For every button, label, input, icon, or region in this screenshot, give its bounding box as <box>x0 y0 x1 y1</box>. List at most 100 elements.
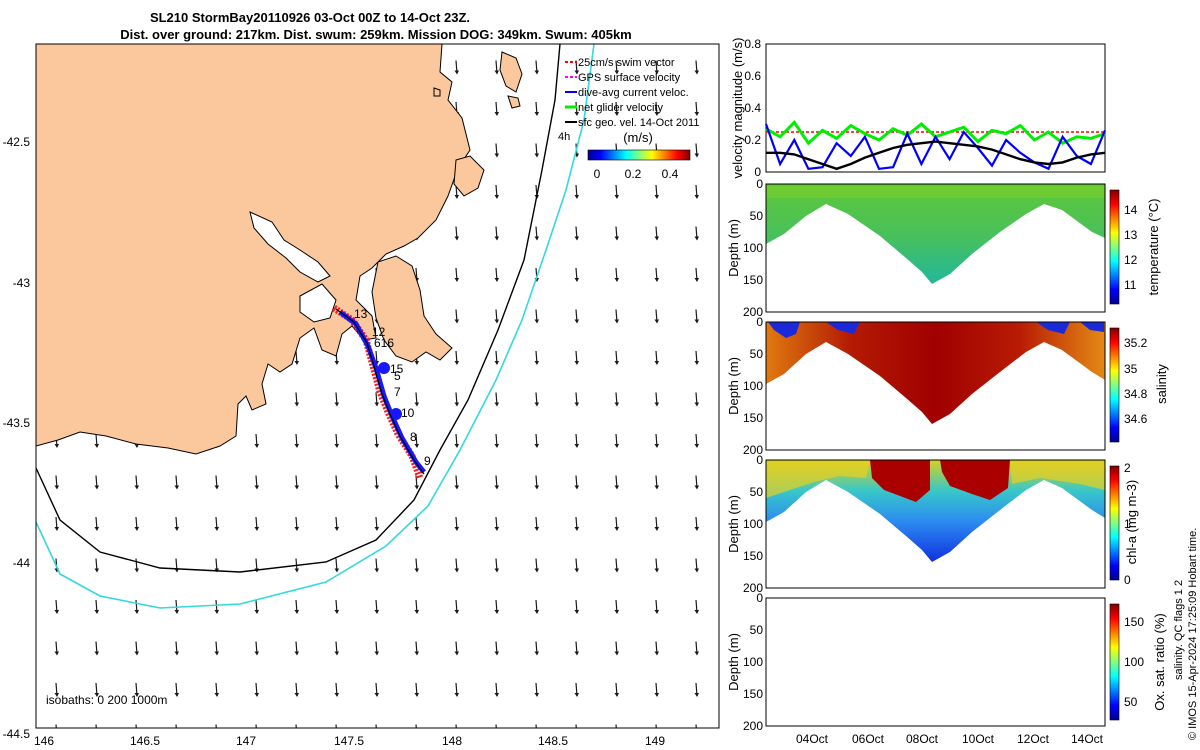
chla-ytick: 100 <box>743 517 763 531</box>
velocity-ylabel: velocity magnitude (m/s) <box>730 38 745 179</box>
legend-label: net glider velocity <box>578 102 663 114</box>
chla-panel: 0 1 2 chl-a (mg m-3) 0 50 100 150 200 De… <box>726 453 1139 595</box>
salinity-panel: 34.6 34.8 35 35.2 salinity 0 50 100 150 … <box>726 315 1169 457</box>
map-panel: 13 12 616 15 5 7 10 8 9 146 146.5 147 14… <box>3 43 720 748</box>
sal-ytick: 100 <box>743 379 763 393</box>
storm-bay <box>299 283 337 323</box>
oxy-ytick: 150 <box>743 687 763 701</box>
time-xticks: 04Oct 06Oct 08Oct 10Oct 12Oct 14Oct <box>796 732 1104 746</box>
chla-bloom <box>870 460 1010 502</box>
temperature-panel: 11 12 13 14 temperature (°C) 0 50 100 15… <box>726 177 1161 319</box>
oxygen-clabel: Ox. sat. ratio (%) <box>1152 613 1167 711</box>
speed-colorbar <box>587 149 691 161</box>
series-dive-avg-current <box>764 123 1107 171</box>
salinity-ctick: 34.8 <box>1124 387 1148 401</box>
lon-tick: 146 <box>34 734 54 748</box>
chla-colorbar <box>1109 465 1120 581</box>
salinity-fresh-patches <box>768 322 1104 338</box>
temp-ytick: 0 <box>756 177 763 191</box>
vel-ytick: 0.2 <box>744 133 761 147</box>
vel-ytick: 0.8 <box>744 37 761 51</box>
time-xtick: 06Oct <box>852 732 885 746</box>
track-label: 8 <box>410 430 417 444</box>
isobath-1000m <box>36 44 595 609</box>
track-black-line <box>335 308 425 475</box>
salinity-ctick: 34.6 <box>1124 412 1148 426</box>
temperature-ctick: 14 <box>1124 203 1138 217</box>
track-label: 7 <box>394 385 401 399</box>
temperature-clabel: temperature (°C) <box>1146 199 1161 296</box>
map-lat-ticks: -42.5 -43 -43.5 -44 -44.5 <box>3 135 31 741</box>
chla-ytick: 200 <box>743 581 763 595</box>
land-tasman-peninsula <box>371 255 453 363</box>
chla-ctick: 0 <box>1124 573 1131 587</box>
temperature-section <box>766 184 1105 284</box>
salinity-section <box>766 322 1105 424</box>
salinity-colorbar <box>1109 327 1120 443</box>
sal-ytick: 200 <box>743 443 763 457</box>
time-xtick: 14Oct <box>1071 732 1104 746</box>
lon-tick: 148 <box>442 734 462 748</box>
isobath-200m <box>36 44 561 573</box>
track-label: 9 <box>424 454 431 468</box>
title-line-2: Dist. over ground: 217km. Dist. swum: 25… <box>120 27 632 42</box>
chla-subsurface <box>766 462 1105 498</box>
time-xtick: 04Oct <box>796 732 829 746</box>
oxy-ytick: 0 <box>756 591 763 605</box>
temperature-ctick: 11 <box>1124 278 1137 292</box>
map-legend: 25cm/s swim vector GPS surface velocity … <box>558 57 699 181</box>
time-xtick: 12Oct <box>1017 732 1050 746</box>
oxygen-ctick: 50 <box>1124 695 1138 709</box>
velocity-yticks: 0 0.2 0.4 0.6 0.8 <box>744 37 761 179</box>
salinity-ctick: 35.2 <box>1124 336 1148 350</box>
chla-ytick: 50 <box>750 485 764 499</box>
series-sfc-geo <box>766 140 1106 171</box>
chla-ctick: 2 <box>1124 461 1131 475</box>
oxygen-panel: 50 100 150 Ox. sat. ratio (%) 0 50 100 1… <box>726 591 1167 746</box>
legend-label: dive-avg current veloc. <box>578 87 689 99</box>
salinity-clabel: salinity <box>1154 364 1169 404</box>
vel-ytick: 0.6 <box>744 69 761 83</box>
oxygen-ctick: 100 <box>1124 655 1144 669</box>
temperature-colorbar <box>1109 189 1120 305</box>
legend-label: sfc geo. vel. 14-Oct 2011 <box>578 117 699 129</box>
salinity-ctick: 35 <box>1124 362 1138 376</box>
colorbar-unit: (m/s) <box>623 130 653 145</box>
chla-ctick: 1 <box>1124 517 1131 531</box>
chla-ytick: 150 <box>743 549 763 563</box>
track-label: 10 <box>401 406 415 420</box>
oxy-ytick: 50 <box>750 623 764 637</box>
land-maria-island <box>453 155 485 197</box>
chla-clabel: chl-a (mg m-3) <box>1124 480 1139 565</box>
sal-ytick: 150 <box>743 411 763 425</box>
lat-tick: -42.5 <box>3 135 31 149</box>
track-label: 12 <box>372 325 386 339</box>
track-label: 15 <box>390 362 404 376</box>
sal-ytick: 50 <box>750 347 764 361</box>
temperature-ctick: 12 <box>1124 253 1138 267</box>
temperature-ylabel: Depth (m) <box>726 219 741 277</box>
track-label: 616 <box>374 336 394 350</box>
temp-ytick: 200 <box>743 305 763 319</box>
chla-frame <box>765 459 1106 589</box>
map-lon-ticks: 146 146.5 147 147.5 148 148.5 149 <box>34 734 665 748</box>
temp-ytick: 50 <box>750 209 764 223</box>
oxygen-colorbar <box>1109 603 1120 721</box>
lon-tick: 149 <box>645 734 665 748</box>
temperature-frame <box>765 183 1106 313</box>
temp-ytick: 100 <box>743 241 763 255</box>
lon-tick: 146.5 <box>130 734 160 748</box>
vel-ytick: 0 <box>754 165 761 179</box>
isobath-label: isobaths: 0 200 1000m <box>46 693 167 707</box>
colorbar-tick: 0 <box>594 167 601 181</box>
lat-tick: -43.5 <box>3 416 31 430</box>
track-dot <box>390 408 402 420</box>
time-xtick: 10Oct <box>962 732 995 746</box>
legend-4h: 4h <box>558 131 570 143</box>
oxy-ytick: 200 <box>743 719 763 733</box>
track-day-labels: 13 12 616 15 5 7 10 8 9 <box>354 307 431 468</box>
lat-tick: -44.5 <box>3 727 31 741</box>
legend-label: GPS surface velocity <box>578 72 681 84</box>
lon-tick: 147.5 <box>334 734 364 748</box>
chla-section <box>766 460 1105 562</box>
